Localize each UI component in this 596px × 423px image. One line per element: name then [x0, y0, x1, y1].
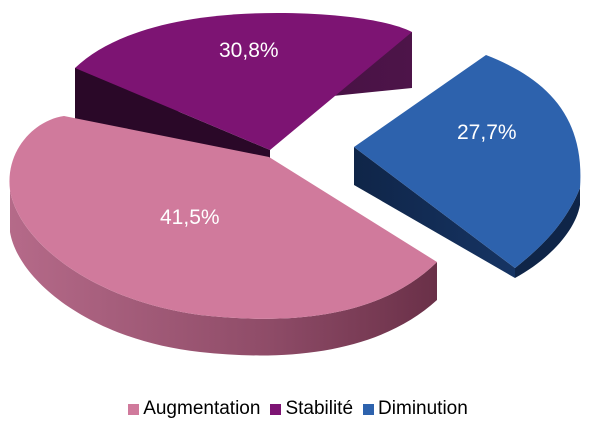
slice-diminution	[354, 55, 581, 278]
slice-stabilite	[75, 12, 412, 158]
legend-label-augmentation: Augmentation	[143, 398, 261, 419]
slice-stabilite-inner	[75, 68, 270, 158]
legend: Augmentation Stabilité Diminution	[0, 398, 596, 420]
data-label-diminution: 27,7%	[457, 121, 517, 144]
pie-chart: 30,8% 27,7% 41,5%	[9, 12, 581, 356]
slice-diminution-top	[354, 55, 581, 268]
slice-diminution-side	[515, 188, 580, 278]
legend-swatch-augmentation	[128, 403, 140, 415]
legend-item-augmentation: Augmentation	[128, 398, 260, 420]
slice-augmentation-top	[9, 116, 438, 319]
legend-item-stabilite: Stabilité	[270, 398, 353, 420]
slice-diminution-inner	[354, 147, 515, 278]
data-label-stabilite: 30,8%	[219, 39, 279, 62]
slice-augmentation-side	[10, 190, 437, 356]
legend-swatch-diminution	[363, 403, 375, 415]
legend-item-diminution: Diminution	[363, 398, 468, 420]
legend-swatch-stabilite	[270, 403, 282, 415]
slice-stabilite-top	[75, 12, 412, 151]
slice-augmentation	[9, 116, 438, 356]
legend-label-stabilite: Stabilité	[285, 398, 354, 419]
legend-label-diminution: Diminution	[378, 398, 468, 419]
data-label-augmentation: 41,5%	[160, 206, 220, 229]
